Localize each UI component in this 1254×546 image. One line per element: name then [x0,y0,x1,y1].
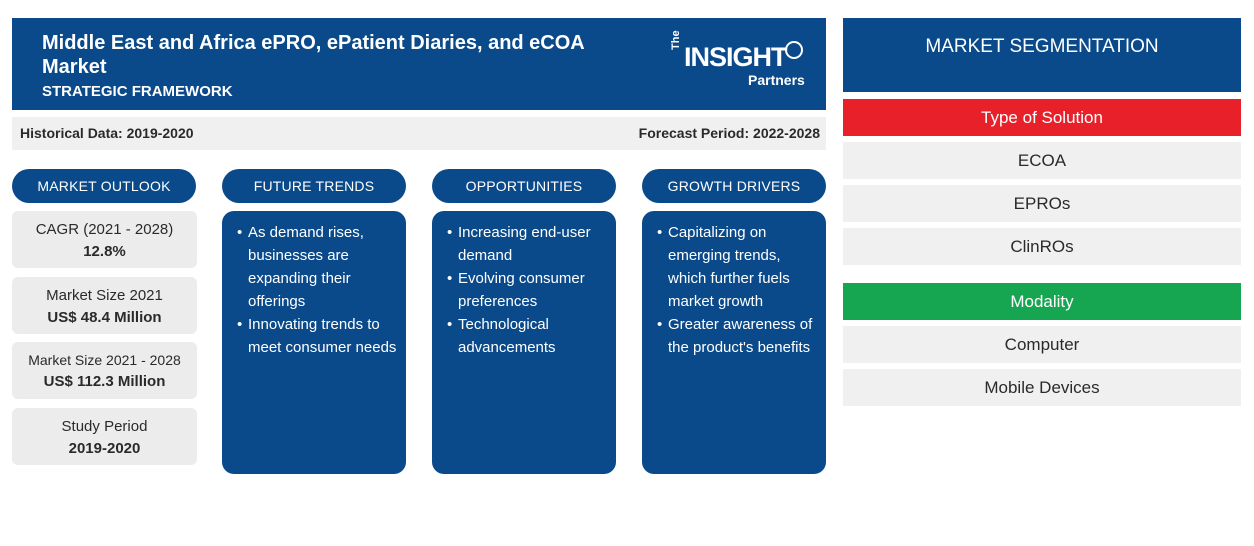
segment-item-ecoa: ECOA [843,142,1241,179]
outlook-label: Study Period [61,418,148,435]
outlook-label: Market Size 2021 [46,287,163,304]
forecast-period: Forecast Period: 2022-2028 [638,125,820,141]
logo-the-text: The [670,30,682,50]
segment-item-computer: Computer [843,326,1241,363]
outlook-label: CAGR (2021 - 2028) [35,221,174,238]
info-bar [12,117,826,150]
logo-main-text: INSIGHT [684,42,788,72]
logo-circle-icon [785,41,803,59]
insight-partners-logo: The INSIGHT Partners [664,30,814,92]
segment-item-mobile-devices: Mobile Devices [843,369,1241,406]
growth-drivers-panel: Capitalizing on emerging trends, which f… [642,211,826,474]
page-title: Middle East and Africa ePRO, ePatient Di… [42,32,585,78]
outlook-value: 2019-2020 [68,440,141,457]
page-subtitle: STRATEGIC FRAMEWORK [42,83,233,100]
historical-data: Historical Data: 2019-2020 [20,125,194,141]
market-segmentation-header: MARKET SEGMENTATION [843,18,1241,92]
opportunity-item: Evolving consumer preferences [447,267,608,313]
outlook-value: US$ 48.4 Million [47,309,162,326]
opportunity-item: Increasing end-user demand [447,221,608,267]
header-banner [12,18,826,110]
segment-item-clinros: ClinROs [843,228,1241,265]
segment-category-type-of-solution: Type of Solution [843,99,1241,136]
outlook-box-market-size-range: Market Size 2021 - 2028 US$ 112.3 Millio… [12,342,197,399]
driver-item: Greater awareness of the product's benef… [657,313,818,359]
outlook-value: US$ 112.3 Million [43,373,166,390]
outlook-box-study-period: Study Period 2019-2020 [12,408,197,465]
logo-partners-text: Partners [748,72,805,88]
opportunity-item: Technological advancements [447,313,608,359]
outlook-label: Market Size 2021 - 2028 [28,352,181,368]
segment-category-modality: Modality [843,283,1241,320]
outlook-box-cagr: CAGR (2021 - 2028) 12.8% [12,211,197,268]
opportunities-header: OPPORTUNITIES [432,169,616,203]
future-trends-panel: As demand rises, businesses are expandin… [222,211,406,474]
market-outlook-header: MARKET OUTLOOK [12,169,196,203]
outlook-box-market-size-2021: Market Size 2021 US$ 48.4 Million [12,277,197,334]
trend-item: Innovating trends to meet consumer needs [237,313,398,359]
growth-drivers-header: GROWTH DRIVERS [642,169,826,203]
future-trends-header: FUTURE TRENDS [222,169,406,203]
trend-item: As demand rises, businesses are expandin… [237,221,398,313]
outlook-value: 12.8% [83,243,126,260]
opportunities-panel: Increasing end-user demand Evolving cons… [432,211,616,474]
segment-item-epros: EPROs [843,185,1241,222]
driver-item: Capitalizing on emerging trends, which f… [657,221,818,313]
